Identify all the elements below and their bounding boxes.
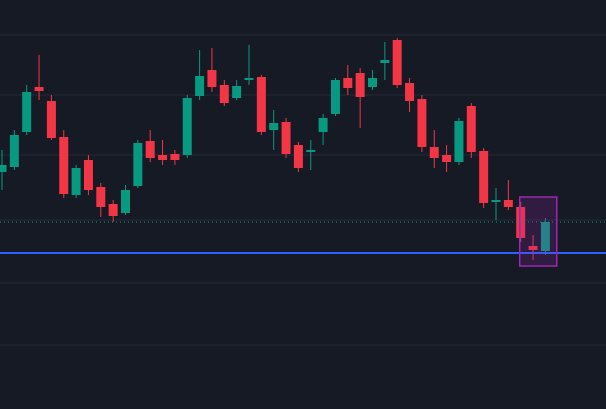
candle-body: [83, 160, 93, 190]
candle-body: [269, 123, 279, 130]
candle-body: [429, 147, 439, 158]
candle-body: [442, 155, 452, 162]
candle-body: [133, 143, 143, 186]
candle-body: [46, 101, 56, 138]
candle-body: [528, 246, 538, 250]
candle-body: [232, 86, 242, 98]
candle-body: [145, 141, 155, 158]
candle-body: [108, 204, 118, 216]
candle-body: [281, 122, 291, 154]
candle-body: [158, 155, 168, 160]
candle-body: [293, 145, 303, 168]
candle-body: [540, 222, 550, 251]
candle-body: [330, 80, 340, 114]
candle-body: [392, 40, 402, 85]
candle-body: [219, 85, 229, 103]
candle-body: [405, 83, 415, 101]
candle-body: [454, 121, 464, 162]
candle-body: [503, 200, 513, 207]
candle-body: [59, 137, 69, 194]
candle-body: [0, 165, 7, 172]
candle-body: [22, 92, 32, 132]
candle-body: [195, 76, 205, 96]
candle-body: [306, 150, 316, 152]
candle-body: [121, 190, 130, 213]
candle-body: [96, 187, 106, 207]
candle-body: [355, 73, 365, 97]
candle-body: [318, 118, 328, 132]
candle-body: [71, 168, 81, 195]
candle-body: [34, 87, 44, 91]
candle-body: [244, 78, 254, 80]
candle-body: [466, 106, 476, 152]
candle-body: [368, 78, 377, 87]
candle-body: [207, 70, 217, 87]
candle-body: [479, 151, 489, 203]
candle-body: [182, 98, 192, 155]
candle-body: [417, 99, 427, 147]
candle-body: [491, 200, 501, 202]
candle-body: [380, 60, 390, 63]
candle-body: [256, 77, 266, 132]
candle-body: [343, 78, 353, 88]
box-annotation: [518, 196, 558, 267]
candle-body: [9, 135, 19, 167]
candle-body: [170, 154, 180, 160]
